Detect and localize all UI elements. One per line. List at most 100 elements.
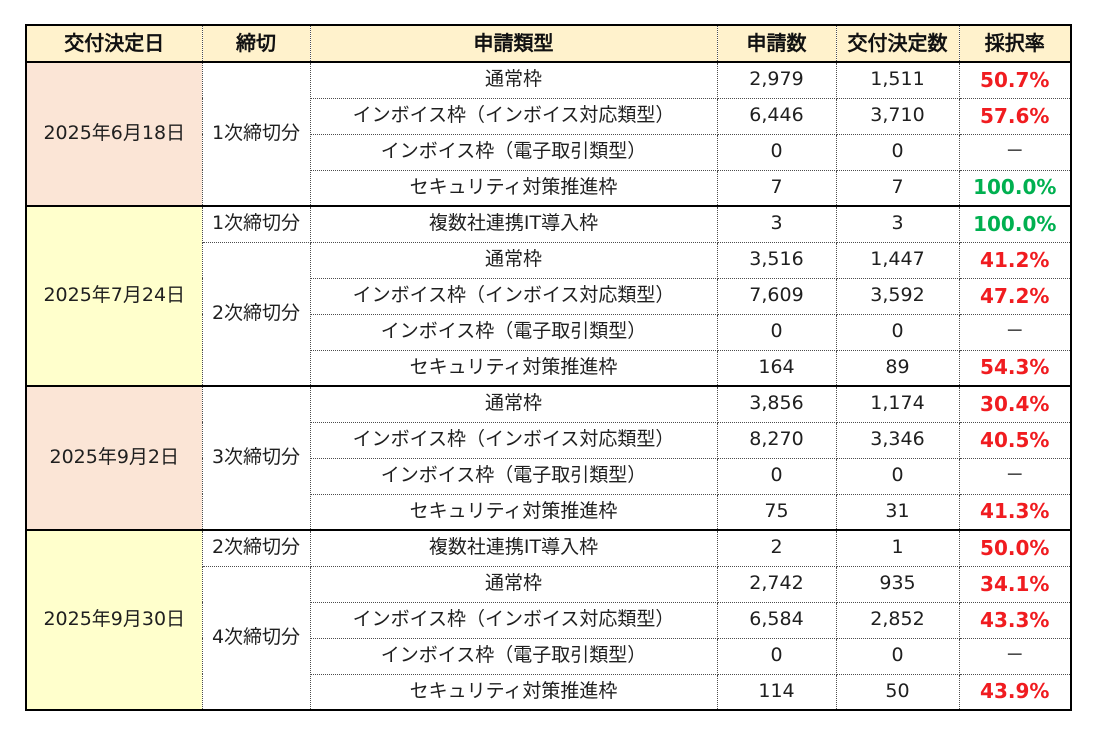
- table-row: 4次締切分 通常枠 2,742 935 34.1%: [26, 566, 1071, 711]
- applications-cell: 0: [717, 134, 837, 171]
- type-cell: 通常枠: [310, 566, 718, 603]
- deadline-cell: 1次締切分: [202, 206, 311, 243]
- decisions-cell: 7: [836, 170, 960, 207]
- decisions-cell: 2,852: [836, 602, 960, 639]
- grant-date-cell: 2025年9月2日: [26, 386, 203, 531]
- decisions-cell: 1,447: [836, 242, 960, 279]
- rate-cell: 41.2%: [959, 242, 1071, 279]
- decisions-cell: 0: [836, 314, 960, 351]
- table-row: インボイス枠（インボイス対応類型） 8,270 3,346 40.5%: [26, 422, 1071, 459]
- deadline-cell: 3次締切分: [202, 386, 311, 531]
- header-grant-decisions: 交付決定数: [836, 25, 960, 63]
- rate-cell: 50.0%: [959, 530, 1071, 567]
- table-row: 2025年7月24日 1次締切分 複数社連携IT導入枠 3 3 100.0%: [26, 206, 1071, 387]
- table-row: インボイス枠（インボイス対応類型） 7,609 3,592 47.2%: [26, 278, 1071, 315]
- decisions-cell: 31: [836, 494, 960, 531]
- type-cell: セキュリティ対策推進枠: [310, 350, 718, 387]
- rate-cell: 40.5%: [959, 422, 1071, 459]
- table-row: インボイス枠（インボイス対応類型） 6,584 2,852 43.3%: [26, 602, 1071, 639]
- applications-cell: 2: [717, 530, 837, 567]
- applications-cell: 8,270: [717, 422, 837, 459]
- grant-date-cell: 2025年7月24日: [26, 206, 203, 387]
- table-row: 2次締切分 通常枠 3,516 1,447 41.2%: [26, 242, 1071, 387]
- applications-cell: 0: [717, 314, 837, 351]
- decisions-cell: 3,710: [836, 98, 960, 135]
- applications-cell: 2,742: [717, 566, 837, 603]
- type-cell: インボイス枠（インボイス対応類型）: [310, 422, 718, 459]
- subsidy-results-table: 交付決定日 締切 申請類型 申請数 交付決定数 採択率 2025年6月18日 1…: [25, 24, 1072, 711]
- rate-cell: 54.3%: [959, 350, 1071, 387]
- rate-cell: 43.9%: [959, 674, 1071, 711]
- applications-cell: 114: [717, 674, 837, 711]
- decisions-cell: 50: [836, 674, 960, 711]
- type-cell: セキュリティ対策推進枠: [310, 674, 718, 711]
- applications-cell: 3,856: [717, 386, 837, 423]
- rate-cell: 34.1%: [959, 566, 1071, 603]
- applications-cell: 75: [717, 494, 837, 531]
- deadline-cell: 1次締切分: [202, 62, 311, 207]
- header-row: 交付決定日 締切 申請類型 申請数 交付決定数 採択率: [26, 25, 1071, 63]
- deadline-cell: 4次締切分: [202, 566, 311, 711]
- page: 交付決定日 締切 申請類型 申請数 交付決定数 採択率 2025年6月18日 1…: [25, 24, 1072, 711]
- type-cell: セキュリティ対策推進枠: [310, 494, 718, 531]
- table-row: セキュリティ対策推進枠 7 7 100.0%: [26, 170, 1071, 207]
- decisions-cell: 0: [836, 458, 960, 495]
- type-cell: インボイス枠（インボイス対応類型）: [310, 98, 718, 135]
- type-cell: インボイス枠（電子取引類型）: [310, 638, 718, 675]
- rate-cell: 47.2%: [959, 278, 1071, 315]
- rate-cell: 41.3%: [959, 494, 1071, 531]
- grant-date-cell: 2025年9月30日: [26, 530, 203, 711]
- type-cell: インボイス枠（電子取引類型）: [310, 134, 718, 171]
- applications-cell: 0: [717, 458, 837, 495]
- decisions-cell: 3: [836, 206, 960, 243]
- rate-cell: －: [959, 458, 1071, 495]
- applications-cell: 3: [717, 206, 837, 243]
- table-row: インボイス枠（電子取引類型） 0 0 －: [26, 458, 1071, 495]
- grant-date-cell: 2025年6月18日: [26, 62, 203, 207]
- rate-cell: －: [959, 314, 1071, 351]
- type-cell: 複数社連携IT導入枠: [310, 530, 718, 567]
- applications-cell: 7: [717, 170, 837, 207]
- table-row: インボイス枠（電子取引類型） 0 0 －: [26, 134, 1071, 171]
- rate-cell: 30.4%: [959, 386, 1071, 423]
- table-row: インボイス枠（インボイス対応類型） 6,446 3,710 57.6%: [26, 98, 1071, 135]
- decisions-cell: 3,592: [836, 278, 960, 315]
- type-cell: セキュリティ対策推進枠: [310, 170, 718, 207]
- rate-cell: －: [959, 638, 1071, 675]
- applications-cell: 0: [717, 638, 837, 675]
- rate-cell: 43.3%: [959, 602, 1071, 639]
- decisions-cell: 1,174: [836, 386, 960, 423]
- decisions-cell: 0: [836, 134, 960, 171]
- rate-cell: 100.0%: [959, 206, 1071, 243]
- type-cell: インボイス枠（インボイス対応類型）: [310, 278, 718, 315]
- rate-cell: －: [959, 134, 1071, 171]
- decisions-cell: 3,346: [836, 422, 960, 459]
- decisions-cell: 1,511: [836, 62, 960, 99]
- rate-cell: 50.7%: [959, 62, 1071, 99]
- header-grant-date: 交付決定日: [26, 25, 203, 63]
- applications-cell: 6,446: [717, 98, 837, 135]
- header-deadline: 締切: [202, 25, 311, 63]
- applications-cell: 6,584: [717, 602, 837, 639]
- header-application-type: 申請類型: [310, 25, 718, 63]
- table-row: インボイス枠（電子取引類型） 0 0 －: [26, 638, 1071, 675]
- type-cell: 通常枠: [310, 62, 718, 99]
- header-adoption-rate: 採択率: [959, 25, 1071, 63]
- type-cell: インボイス枠（電子取引類型）: [310, 458, 718, 495]
- rate-cell: 57.6%: [959, 98, 1071, 135]
- applications-cell: 7,609: [717, 278, 837, 315]
- type-cell: 通常枠: [310, 242, 718, 279]
- type-cell: インボイス枠（電子取引類型）: [310, 314, 718, 351]
- table-row: セキュリティ対策推進枠 75 31 41.3%: [26, 494, 1071, 531]
- deadline-cell: 2次締切分: [202, 242, 311, 387]
- type-cell: 複数社連携IT導入枠: [310, 206, 718, 243]
- table-row: 2025年9月2日 3次締切分 通常枠 3,856 1,174 30.4%: [26, 386, 1071, 531]
- type-cell: インボイス枠（インボイス対応類型）: [310, 602, 718, 639]
- table-row: 2025年9月30日 2次締切分 複数社連携IT導入枠 2 1 50.0%: [26, 530, 1071, 711]
- decisions-cell: 935: [836, 566, 960, 603]
- table-row: セキュリティ対策推進枠 164 89 54.3%: [26, 350, 1071, 387]
- decisions-cell: 1: [836, 530, 960, 567]
- rate-cell: 100.0%: [959, 170, 1071, 207]
- type-cell: 通常枠: [310, 386, 718, 423]
- applications-cell: 164: [717, 350, 837, 387]
